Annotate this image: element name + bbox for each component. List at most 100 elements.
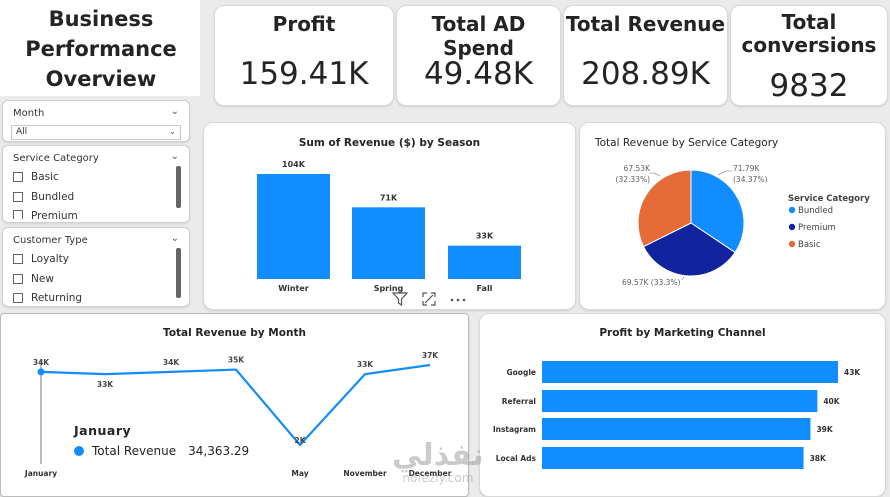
bar-instagram [542,418,811,440]
checkbox[interactable] [13,210,23,219]
option-label: Bundled [31,191,75,203]
title-line-1: Business [48,7,154,31]
visual-toolbar [391,292,466,310]
monthly-revenue-chart[interactable]: Total Revenue by Month 34K 33K 34K 35K 2K 33K… [0,313,469,497]
checkbox[interactable] [13,172,23,182]
season-bar-svg: 104K Winter 71K Spring 33K Fall [257,160,521,293]
slice-label: (32.33%) [616,175,651,184]
data-label: 38K [810,454,827,463]
kpi-card-profit[interactable]: Profit 159.41K [214,5,394,106]
leader-line [681,276,685,281]
page-title: Business Performance Overview [6,4,196,94]
slicer-title: Service Category [13,153,99,164]
slice-label: (34.37%) [733,175,768,184]
data-label: 33K [97,380,114,389]
kpi-label: Total Revenue [565,12,726,36]
filter-icon[interactable] [391,292,409,310]
legend-title: Service Category [788,194,870,204]
checkbox[interactable] [13,192,23,202]
x-tick-label: January [24,469,57,478]
chevron-down-icon[interactable]: ⌄ [170,106,179,117]
checkbox[interactable] [13,274,23,284]
data-label: 35K [228,356,245,365]
y-tick-label: Referral [502,397,536,406]
bar-local-ads [542,447,804,469]
data-label: 43K [844,368,861,377]
title-line-2: Performance [25,37,177,61]
series-line-total-revenue [40,363,431,447]
slicer-title: Month [13,108,45,119]
kpi-label-line-2: conversions [741,33,877,57]
data-label: 40K [823,397,840,406]
data-label: 39K [816,425,833,434]
slice-label: 67.53K [624,164,651,173]
chart-title: Sum of Revenue ($) by Season [298,137,481,149]
service-category-pie-chart[interactable]: Total Revenue by Service Category 71.79K… [579,122,886,310]
watermark: نفذلي nofezly.com [392,440,484,485]
legend-marker [788,223,796,231]
bar-fall [448,245,521,279]
data-label: 34K [33,358,50,367]
option-label: Returning [31,292,83,304]
kpi-value: 159.41K [239,56,369,92]
option-loyalty[interactable]: Loyalty [13,253,69,265]
series-dot-icon [74,446,84,456]
focus-mode-icon[interactable] [422,292,436,310]
scrollbar[interactable] [176,248,181,298]
service-category-slicer[interactable]: Service Category ⌄ Basic Bundled Premium [2,145,190,223]
bar-winter [257,174,330,279]
kpi-card-revenue[interactable]: Total Revenue 208.89K [563,5,728,106]
checkbox[interactable] [13,293,23,303]
chart-title: Total Revenue by Service Category [595,137,779,149]
kpi-label: Profit [272,12,336,36]
x-tick-label: Spring [374,284,404,293]
kpi-value: 208.89K [581,56,710,92]
data-label: 37K [422,351,439,360]
tooltip-value: 34,363.29 [188,444,250,458]
option-premium[interactable]: Premium [13,210,78,219]
more-options-icon[interactable] [450,292,466,310]
option-label: Basic [31,171,59,183]
hover-point [37,368,45,376]
option-basic[interactable]: Basic [13,171,59,183]
option-label: Loyalty [31,253,69,265]
kpi-label-line-1: Total [781,10,837,34]
tooltip-row: Total Revenue 34,363.29 [74,444,249,458]
dropdown-value: All [16,127,28,137]
pie-svg: 71.79K (34.37%) 67.53K (32.33%) 69.57K (33.3… [616,164,871,287]
legend-marker [788,206,796,214]
x-tick-label: Winter [278,284,309,293]
month-slicer[interactable]: Month ⌄ All ⌄ [2,100,190,142]
legend-label: Premium [798,223,836,233]
tooltip: January Total Revenue 34,363.29 [74,423,249,458]
customer-type-slicer[interactable]: Customer Type ⌄ Loyalty New Returning [2,227,190,307]
data-label: 33K [476,232,494,241]
option-new[interactable]: New [13,273,54,285]
kpi-card-conversions[interactable]: Total conversions 9832 [730,5,888,106]
scrollbar[interactable] [176,166,181,208]
data-label: 104K [282,160,306,169]
x-tick-label: December [409,469,452,478]
month-dropdown[interactable]: All ⌄ [11,125,181,140]
option-bundled[interactable]: Bundled [13,191,74,203]
marketing-channel-chart[interactable]: Profit by Marketing Channel Google 43K Ref… [479,313,886,497]
option-label: New [31,273,54,285]
kpi-value: 49.48K [423,56,534,92]
tooltip-series: Total Revenue [92,444,177,458]
data-label: 33K [357,360,374,369]
leader-line [717,170,732,176]
season-revenue-chart[interactable]: Sum of Revenue ($) by Season 104K Winter 7… [203,122,576,310]
kpi-card-ad-spend[interactable]: Total AD Spend 49.48K [396,5,561,106]
chevron-down-icon[interactable]: ⌄ [170,233,179,244]
y-tick-label: Google [507,368,537,377]
chevron-down-icon[interactable]: ⌄ [170,151,179,162]
line-svg: 34K 33K 34K 35K 2K 33K 37K January May November De… [24,351,452,478]
data-label: 71K [380,193,398,202]
watermark-latin: nofezly.com [402,471,474,485]
chart-title: Total Revenue by Month [163,327,306,339]
title-panel: Business Performance Overview [0,0,200,96]
pie-slice-basic [637,169,692,248]
slicer-title: Customer Type [13,235,88,246]
option-returning[interactable]: Returning [13,292,82,304]
checkbox[interactable] [13,254,23,264]
